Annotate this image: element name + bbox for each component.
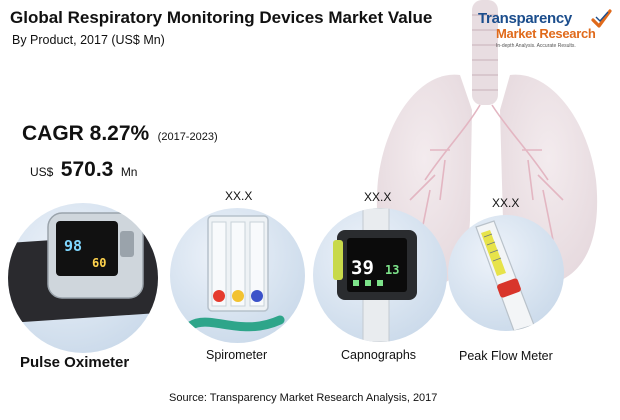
oximeter-small-reading: 60: [92, 256, 106, 270]
page-subtitle: By Product, 2017 (US$ Mn): [12, 33, 165, 47]
cagr-label: CAGR 8.27%: [22, 122, 150, 145]
capnograph-small-reading: 13: [385, 263, 399, 277]
page-title: Global Respiratory Monitoring Devices Ma…: [10, 8, 433, 27]
cagr-display: CAGR 8.27% (2017-2023): [22, 122, 218, 146]
peak-flow-meter-device: [475, 220, 535, 331]
oximeter-big-reading: 98: [64, 237, 82, 255]
pulse-oximeter-value: US$ 570.3 Mn: [30, 158, 137, 182]
value-peak-flow-meter: XX.X: [492, 196, 520, 210]
product-label-spirometer: Spirometer: [206, 348, 268, 362]
peak-flow-meter-circle: [448, 215, 564, 331]
capnograph-device: 39 13: [333, 208, 417, 342]
value-spirometer: XX.X: [225, 189, 253, 203]
logo: Transparency Market Research In-depth An…: [478, 9, 614, 56]
spirometer-circle: [170, 208, 305, 343]
value-capnographs: XX.X: [364, 190, 392, 204]
spirometer-device: [185, 215, 285, 332]
checkmark-icon: [591, 9, 612, 28]
logo-line-1: Transparency: [478, 10, 572, 27]
value-number: 570.3: [60, 158, 114, 181]
currency-prefix: US$: [30, 165, 54, 179]
product-label-peak-flow-meter: Peak Flow Meter: [459, 349, 553, 363]
pulse-oximeter-circle: 98 60: [8, 203, 158, 353]
logo-tagline: In-depth Analysis. Accurate Results.: [496, 43, 576, 49]
product-label-pulse-oximeter: Pulse Oximeter: [20, 354, 130, 371]
capnograph-big-reading: 39: [351, 257, 374, 279]
pulse-oximeter-device: 98 60: [8, 212, 158, 323]
logo-line-2: Market Research: [496, 26, 596, 41]
source-note: Source: Transparency Market Research Ana…: [169, 392, 438, 404]
product-label-capnographs: Capnographs: [341, 348, 417, 362]
cagr-period: (2017-2023): [157, 131, 218, 143]
value-unit: Mn: [120, 165, 138, 179]
capnographs-circle: 39 13: [313, 208, 447, 342]
